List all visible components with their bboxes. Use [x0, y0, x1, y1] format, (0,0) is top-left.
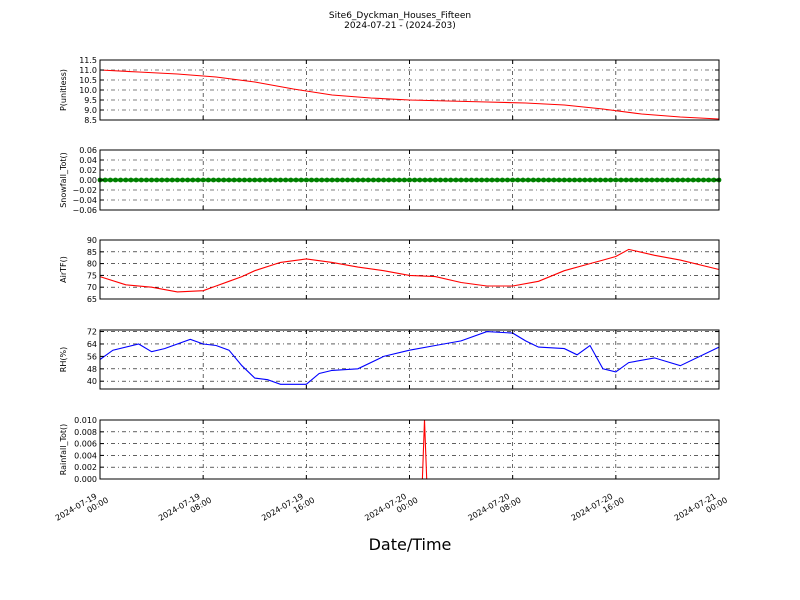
x-tick-label: 2024-07-2016:00 — [570, 488, 626, 531]
y-tick-label: 0.06 — [79, 146, 97, 155]
y-tick-label: 10.0 — [79, 86, 97, 95]
y-tick-label: 9.5 — [84, 96, 97, 105]
y-tick-label: 0.010 — [74, 416, 97, 425]
x-tick-label: 2024-07-2008:00 — [466, 488, 522, 531]
y-tick-label: 75 — [87, 271, 97, 280]
y-tick-label: 48 — [87, 365, 97, 374]
y-tick-label: 72 — [87, 328, 97, 337]
y-axis-label: P(unitless) — [59, 69, 68, 111]
y-tick-label: 0.02 — [79, 166, 97, 175]
y-tick-label: 56 — [87, 352, 97, 361]
y-tick-label: −0.04 — [72, 196, 97, 205]
y-tick-label: 9.0 — [84, 106, 97, 115]
y-tick-label: 11.5 — [79, 56, 97, 65]
y-tick-label: 0.00 — [79, 176, 97, 185]
y-tick-label: 0.04 — [79, 156, 97, 165]
y-tick-label: 0.002 — [74, 463, 97, 472]
chart-subtitle: 2024-07-21 - (2024-203) — [344, 21, 456, 31]
y-tick-label: 70 — [87, 283, 97, 292]
y-tick-label: 80 — [87, 260, 97, 269]
series-line — [99, 331, 720, 385]
y-tick-label: 0.008 — [74, 428, 97, 437]
series-line — [99, 248, 720, 293]
y-tick-label: 85 — [87, 248, 97, 257]
y-tick-label: 8.5 — [84, 116, 97, 125]
y-axis-label: RH(%) — [59, 347, 68, 372]
y-tick-label: 11.0 — [79, 66, 97, 75]
y-tick-label: 0.004 — [74, 451, 97, 460]
x-tick-label: 2024-07-1900:00 — [54, 488, 110, 531]
y-tick-label: 65 — [87, 295, 97, 304]
y-tick-label: −0.02 — [72, 186, 97, 195]
y-axis-label: AirTF() — [59, 256, 68, 283]
y-tick-label: 90 — [87, 236, 97, 245]
x-tick-label: 2024-07-1916:00 — [260, 488, 316, 531]
y-axis-label: Snowfall_Tot() — [59, 152, 68, 208]
y-tick-label: 40 — [87, 377, 97, 386]
x-tick-label: 2024-07-1908:00 — [157, 488, 213, 531]
chart-title: Site6_Dyckman_Houses_Fifteen — [328, 11, 472, 21]
y-axis-label: Rainfall_Tot() — [59, 424, 68, 476]
x-axis-title: Date/Time — [369, 535, 452, 554]
y-tick-label: 0.006 — [74, 440, 97, 449]
y-tick-label: −0.06 — [72, 206, 97, 215]
x-tick-label: 2024-07-2100:00 — [673, 488, 729, 531]
y-tick-label: 10.5 — [79, 76, 97, 85]
series-line — [99, 69, 720, 120]
y-tick-label: 0.000 — [74, 475, 97, 484]
x-tick-label: 2024-07-2000:00 — [363, 488, 419, 531]
y-tick-label: 64 — [87, 340, 97, 349]
